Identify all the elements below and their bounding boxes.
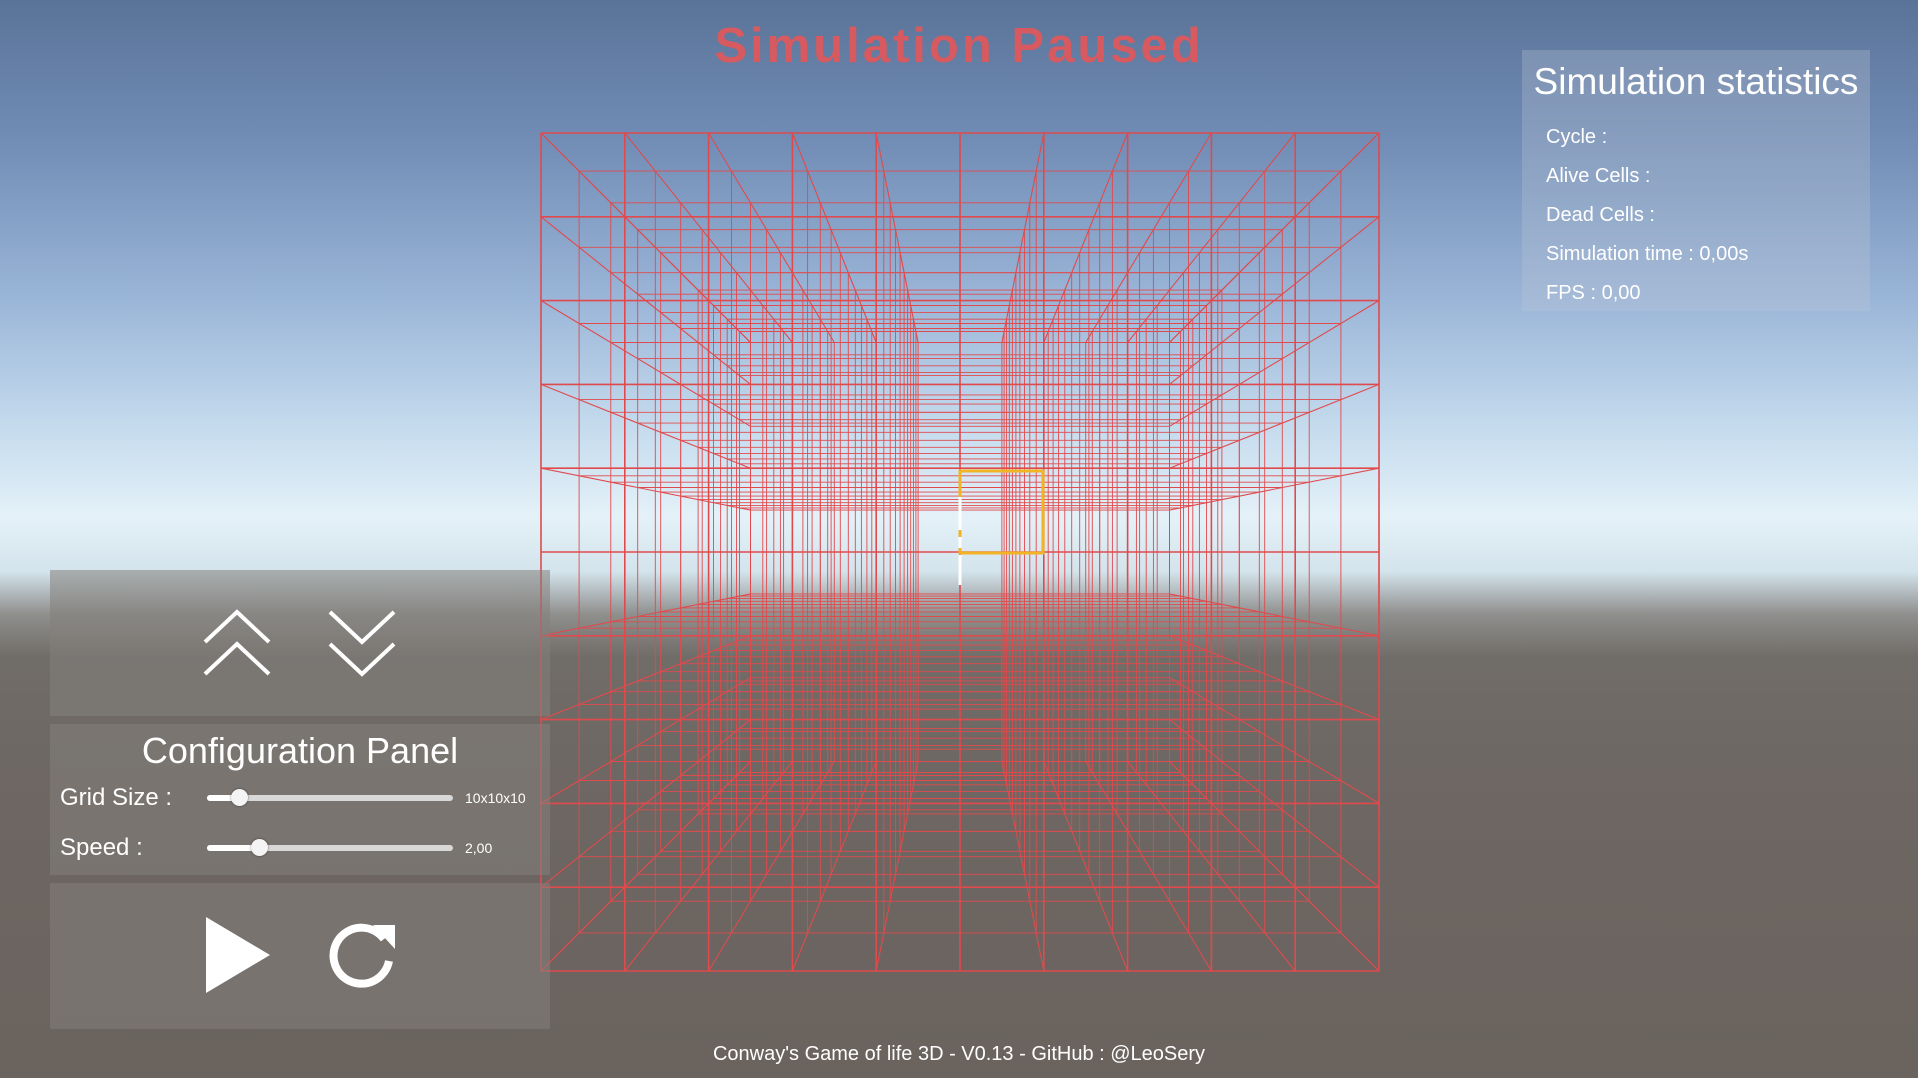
stat-dead-cells: Dead Cells : <box>1546 204 1655 226</box>
double-chevron-up-icon <box>203 609 271 676</box>
stat-alive-cells: Alive Cells : <box>1546 165 1651 187</box>
grid-line <box>1001 132 1045 343</box>
stat-fps: FPS : 0,00 <box>1546 282 1641 304</box>
grid-line <box>1001 761 1045 972</box>
grid-line <box>1085 132 1212 343</box>
double-chevron-down-icon <box>328 610 396 677</box>
grid-line <box>540 635 751 721</box>
grid-line <box>540 383 751 469</box>
layer-up-button[interactable] <box>202 608 272 680</box>
speed-row: Speed : 2,00 <box>60 828 550 868</box>
grid-line <box>1169 761 1380 972</box>
grid-line <box>1043 761 1129 972</box>
grid-size-value: 10x10x10 <box>465 790 526 806</box>
play-button[interactable] <box>202 915 272 995</box>
grid-line <box>1169 300 1380 427</box>
grid-size-slider-handle[interactable] <box>230 789 248 806</box>
grid-line <box>1085 761 1212 972</box>
grid-line <box>1169 132 1380 343</box>
grid-line <box>1169 467 1380 511</box>
speed-label: Speed : <box>60 834 143 861</box>
grid-line <box>708 761 835 972</box>
grid-line <box>1043 132 1129 343</box>
grid-line <box>875 761 919 972</box>
grid-line <box>875 132 919 343</box>
simulation-status-title: Simulation Paused <box>714 19 1204 73</box>
speed-slider[interactable] <box>207 839 453 856</box>
speed-value: 2,00 <box>465 840 493 856</box>
stat-cycle: Cycle : <box>1546 126 1608 148</box>
grid-size-label: Grid Size : <box>60 784 173 811</box>
grid-line <box>1169 635 1380 721</box>
layer-navigation-panel <box>50 570 550 716</box>
version-footer: Conway's Game of life 3D - V0.13 - GitHu… <box>712 1043 1206 1065</box>
grid-line <box>540 467 751 511</box>
play-icon <box>206 917 270 993</box>
grid-line <box>1169 383 1380 469</box>
speed-slider-handle[interactable] <box>250 839 268 856</box>
grid-line <box>540 593 751 637</box>
layer-down-button[interactable] <box>327 608 397 680</box>
grid-line <box>791 761 877 972</box>
speed-slider-fill <box>207 845 259 851</box>
grid-size-slider[interactable] <box>207 789 453 806</box>
statistics-title: Simulation statistics <box>1533 61 1859 102</box>
reset-button[interactable] <box>327 919 399 991</box>
grid-line <box>540 132 751 343</box>
grid-line <box>540 761 751 972</box>
playback-controls-panel <box>50 883 550 1029</box>
grid-line <box>1169 677 1380 804</box>
configuration-panel: Configuration Panel Grid Size : 10x10x10… <box>50 724 550 875</box>
grid-line <box>540 300 751 427</box>
configuration-title: Configuration Panel <box>141 730 459 771</box>
grid-line <box>791 132 877 343</box>
reset-icon <box>329 923 395 988</box>
grid-line <box>540 677 751 804</box>
statistics-panel: Simulation statistics Cycle : Alive Cell… <box>1522 50 1870 311</box>
grid-line <box>708 132 835 343</box>
grid-size-row: Grid Size : 10x10x10 <box>60 778 550 818</box>
stat-simulation-time: Simulation time : 0,00s <box>1546 243 1749 265</box>
grid-size-slider-fill <box>207 795 239 801</box>
grid-line <box>1169 593 1380 637</box>
